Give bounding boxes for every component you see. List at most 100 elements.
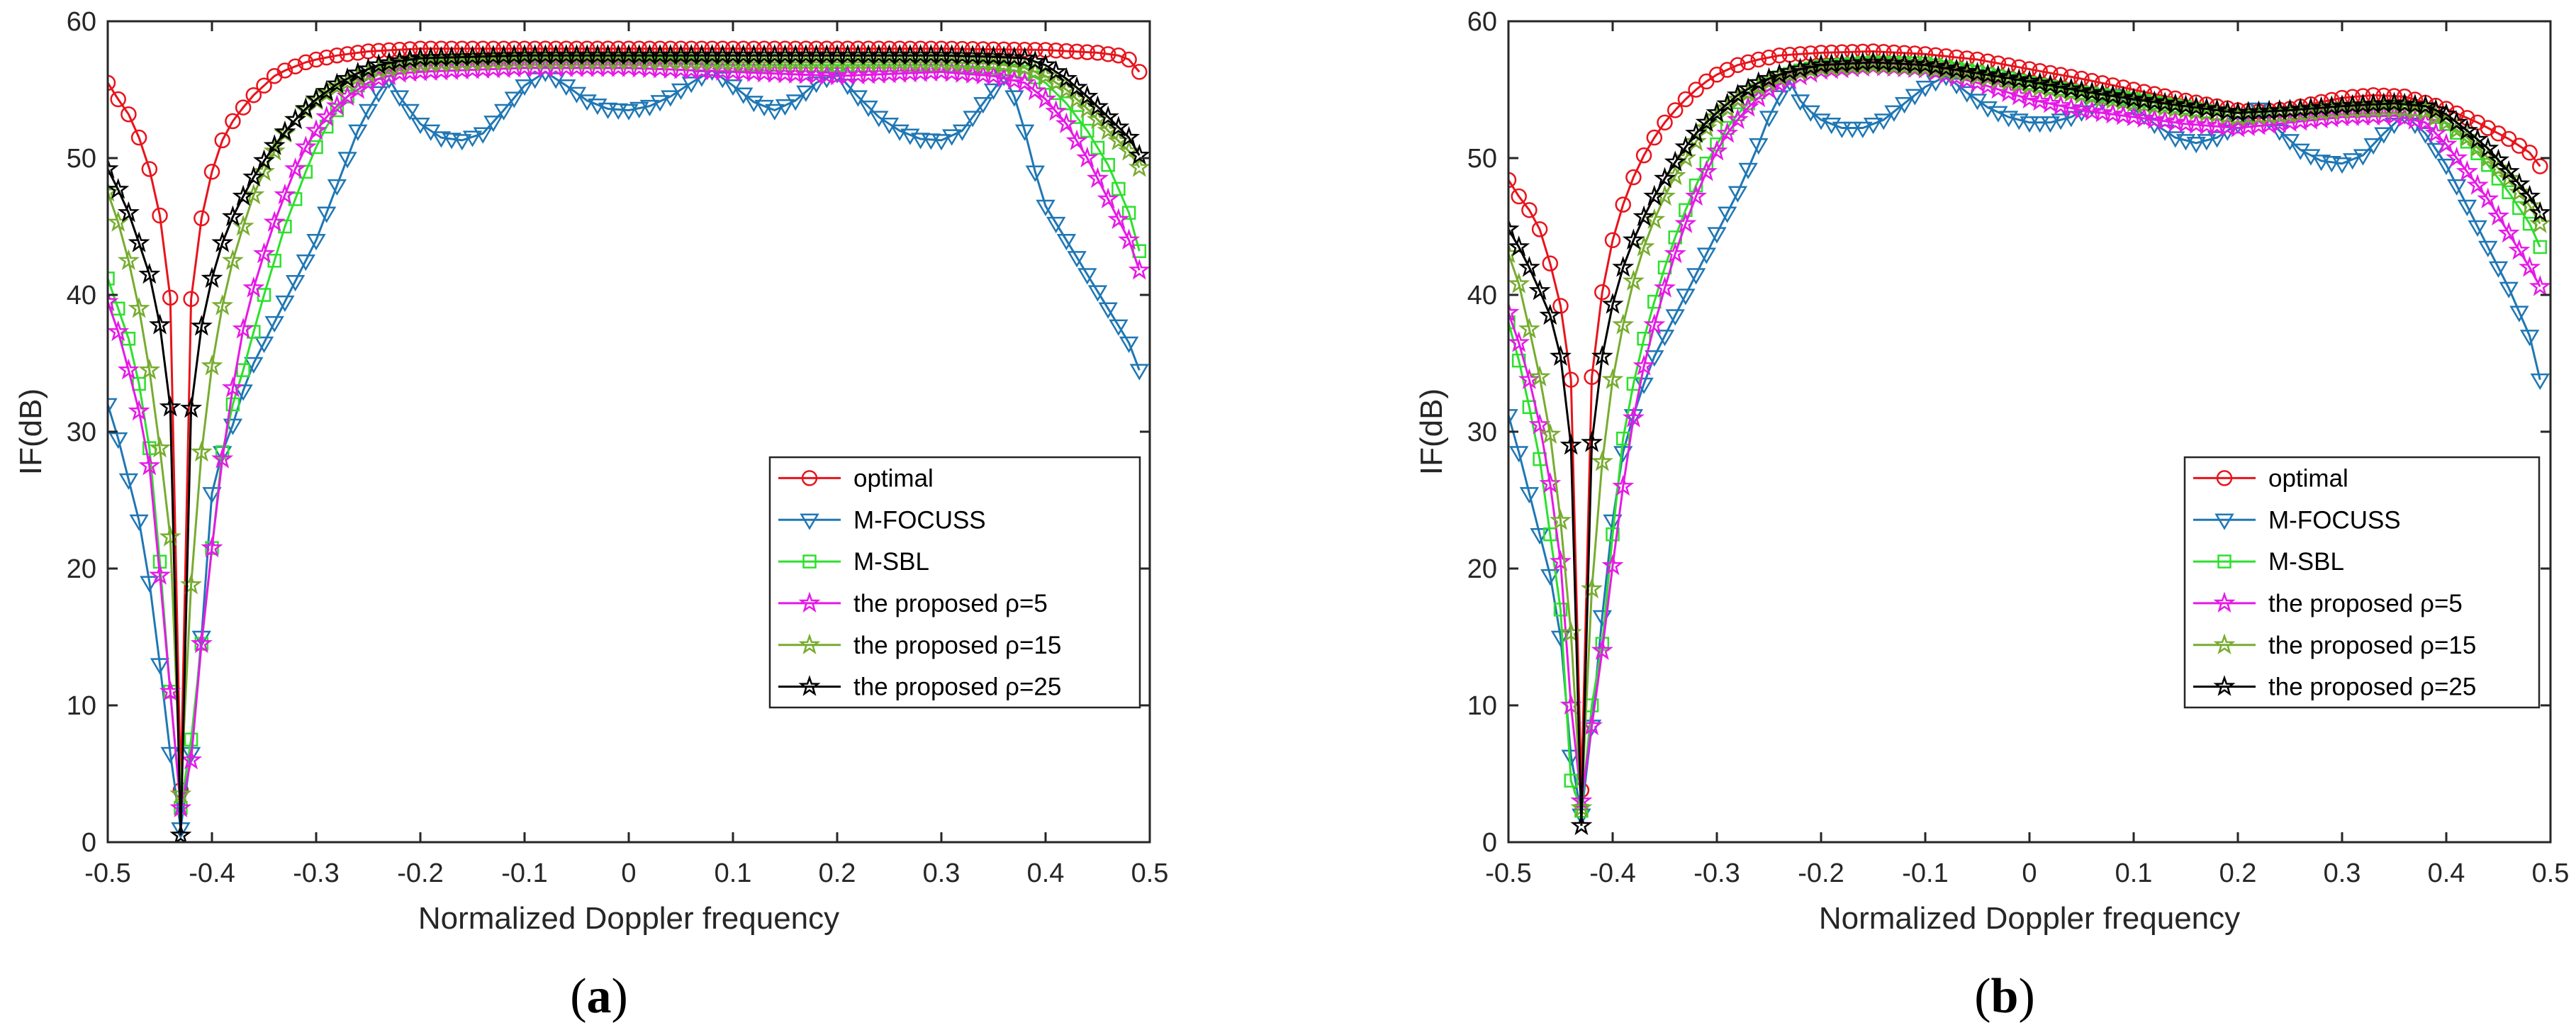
panel-b-series-5-point-11 [1612, 256, 1635, 277]
panel-a-series-1-point-73 [858, 100, 878, 118]
panel-b-series-1-point-88 [2415, 127, 2436, 144]
panel-a-series-1-point-48 [598, 102, 618, 119]
panel-b-series-3-point-57 [2091, 101, 2114, 123]
panel-b-series-1-point-99 [2530, 373, 2550, 391]
panel-b-series-4-point-1 [1508, 272, 1530, 293]
panel-a-series-1-point-20 [306, 234, 326, 251]
panel-a-series-1-point-25 [358, 103, 379, 121]
panel-a-series-3-point-87 [1003, 69, 1026, 90]
panel-b-series-3-point-20 [1706, 140, 1728, 161]
panel-a-series-1-point-0 [108, 398, 118, 415]
panel-b-series-1-point-80 [2332, 157, 2352, 174]
panel-b-legend-marker-3 [2213, 591, 2236, 613]
panel-b-series-4-point-12 [1622, 269, 1645, 291]
panel-a-series-0-point-13 [235, 99, 252, 116]
panel-a-legend-marker-1 [800, 513, 819, 530]
panel-a-xtick-label-10: 0.5 [1131, 858, 1169, 888]
panel-a-series-1-point-28 [389, 90, 410, 107]
panel-a-series-3-point-18 [284, 157, 307, 179]
panel-a-series-1-point-21 [317, 206, 337, 223]
panel-a-series-1-point-83 [963, 111, 982, 128]
panel-b-series-5-point-28 [1789, 57, 1812, 79]
panel-b-series-5-point-92 [2455, 119, 2478, 140]
panel-b-series-4-point-5 [1549, 509, 1572, 530]
panel-a-legend-item-2: M-SBL [778, 548, 929, 576]
panel-a-series-1-point-38 [493, 103, 514, 121]
panel-a-series-1-point-55 [671, 83, 691, 100]
panel-b-series-1-point-0 [1508, 409, 1518, 426]
panel-a-ticks: -0.5 -0.4 -0.3 -0.2 -0.1 0 0.1 0.2 0.3 0.4 0.5 0 10 2… [67, 7, 1169, 888]
panel-b-series-3-point-50 [2018, 87, 2041, 109]
panel-b-series-5-point-77 [2300, 96, 2322, 118]
panel-a-xtick-label-4: -0.1 [501, 858, 547, 888]
panel-a-series-3-point-9 [190, 632, 213, 654]
panel-b-series-4-point-11 [1612, 313, 1635, 335]
panel-b-series-2-point-5 [1553, 603, 1568, 617]
panel-b-legend-item-1: M-FOCUSS [2193, 506, 2401, 534]
panel-a-series-0-point-17 [276, 62, 293, 79]
panel-b-series-1-point-82 [2353, 149, 2373, 166]
panel-a-series-1-point-93 [1067, 251, 1087, 268]
panel-b-series-3-point-94 [2477, 187, 2499, 209]
panel-a-series-0-line [108, 47, 1141, 790]
panel-a-series-3-point-4 [138, 454, 161, 476]
panel-a-legend: optimal M-FOCUSS M-SBL the proposed ρ=5 the … [768, 456, 1141, 709]
panel-a-series-0-point-97 [1110, 47, 1127, 64]
panel-b-series-5-point-47 [1987, 65, 2010, 86]
panel-a-series-5-point-9 [190, 315, 213, 336]
panel-b-series-5-point-14 [1643, 184, 1666, 206]
panel-b-series-5-point-65 [2174, 94, 2197, 116]
panel-a-series-3-point-86 [992, 67, 1015, 88]
panel-b-series-3-point-54 [2060, 96, 2083, 118]
panel-b-series-0-point-3 [1531, 221, 1548, 237]
panel-a-series-5-point-18 [284, 108, 307, 130]
panel-b-series-1-point-37 [1884, 105, 1904, 122]
panel-a-series-4-point-4 [138, 358, 161, 380]
panel-b-series-0-point-98 [2521, 145, 2538, 161]
panel-b-series-5-point-42 [1934, 57, 1957, 78]
panel-b-legend-label-4: the proposed ρ=15 [2268, 632, 2476, 659]
panel-b-series-1-point-17 [1676, 289, 1696, 306]
panel-a-series-1-point-34 [452, 134, 472, 151]
panel-b-series-3-point-15 [1653, 276, 1676, 298]
panel-b-series-3-point-62 [2143, 108, 2166, 130]
panel-b-ticks: -0.5 -0.4 -0.3 -0.2 -0.1 0 0.1 0.2 0.3 0.4 0.5 0 10 2… [1467, 7, 2570, 888]
panel-b-series-3-point-63 [2154, 109, 2176, 131]
panel-a: -0.5 -0.4 -0.3 -0.2 -0.1 0 0.1 0.2 0.3 0.4 0.5 0 10 2… [13, 7, 1168, 1024]
panel-a-series-1-point-10 [202, 487, 222, 504]
panel-a-series-5-point-99 [1128, 143, 1150, 165]
panel-a-legend-label-2: M-SBL [853, 548, 929, 576]
panel-b-series-1-point-89 [2426, 142, 2446, 160]
panel-b-series-5-point-7 [1570, 814, 1593, 836]
panel-b-series-1-point-29 [1801, 105, 1820, 122]
panel-b-series-5-point-10 [1601, 293, 1624, 314]
panel-b-legend: optimal M-FOCUSS M-SBL the proposed ρ=5 the … [2183, 456, 2541, 709]
panel-a-series-0-point-20 [308, 51, 325, 68]
panel-a-series-5-point-97 [1107, 116, 1130, 137]
panel-a-series-2-point-0 [108, 272, 115, 286]
panel-a-series-3-point-5 [148, 564, 172, 585]
panel-a-legend-marker-0 [801, 470, 818, 486]
panel-a-series-1-point-6 [160, 746, 180, 764]
panel-b-series-5-point-88 [2414, 94, 2437, 116]
panel-b-series-5-point-12 [1622, 228, 1645, 250]
panel-b-xtick-label-4: -0.1 [1902, 858, 1948, 888]
panel-b-xtick-label-10: 0.5 [2532, 858, 2570, 888]
panel-b-series-4-point-10 [1601, 368, 1624, 389]
panel-b-series-3-point-55 [2070, 99, 2093, 120]
panel-a-series-0-point-21 [318, 49, 335, 66]
panel-a-series-3-point-8 [180, 748, 203, 770]
panel-b-series-3-point-10 [1601, 554, 1624, 576]
panel-b-series-5-point-98 [2519, 184, 2541, 206]
panel-a-plot-area [108, 40, 1150, 842]
panel-a-series-1-point-40 [515, 79, 534, 96]
panel-b-series-4-point-3 [1528, 365, 1551, 386]
panel-a-series-3-point-0 [108, 290, 119, 311]
panel-a-legend-item-0: optimal [778, 464, 934, 492]
panel-a-series-1-point-50 [619, 103, 639, 121]
panel-a-series-3-point-89 [1024, 79, 1046, 101]
panel-b-series-1-point-53 [2051, 113, 2071, 130]
panel-b-legend-item-2: M-SBL [2193, 548, 2344, 576]
panel-a-series-4-point-3 [128, 296, 150, 318]
panel-a-series-0-point-96 [1099, 46, 1116, 62]
